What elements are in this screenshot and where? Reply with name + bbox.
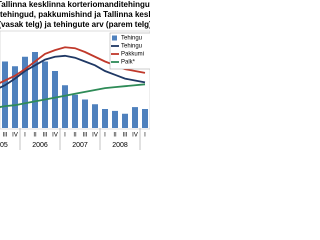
bar: [42, 61, 48, 128]
x-tick-label: I: [104, 133, 106, 139]
chart-title: Tallinna kesklinna korteriomanditehingut…: [0, 0, 150, 9]
chart-title: (vasak telg) ja tehingute arv (parem tel…: [0, 20, 150, 29]
chart-title: tehingud, pakkumishind ja Tallinna keskm…: [0, 10, 150, 19]
x-tick-label: III: [82, 133, 87, 139]
x-tick-label: IV: [52, 133, 58, 139]
plot-area: [0, 30, 150, 130]
x-tick-label: IV: [12, 133, 18, 139]
bar: [2, 61, 8, 128]
bar: [52, 71, 58, 128]
legend-label: Tehingu: [121, 36, 142, 42]
x-tick-label: I: [144, 133, 146, 139]
bar: [82, 99, 88, 128]
line-series: [0, 54, 146, 89]
line-series: [0, 83, 146, 109]
x-group-label: 2006: [32, 142, 48, 149]
chart: Tallinna kesklinna korteriomanditehingut…: [0, 0, 150, 150]
bar: [142, 109, 148, 128]
x-tick-label: III: [42, 133, 47, 139]
x-tick-label: IV: [92, 133, 98, 139]
legend-label: Palk*: [121, 60, 136, 66]
bar: [92, 104, 98, 128]
x-tick-label: I: [24, 133, 26, 139]
x-group-label: 2005: [0, 142, 8, 149]
x-tick-label: III: [122, 133, 127, 139]
x-group-label: 2007: [72, 142, 88, 149]
bar: [62, 85, 68, 128]
bar: [102, 109, 108, 128]
bar: [132, 107, 138, 128]
legend-swatch: [112, 35, 117, 41]
bar: [72, 94, 78, 128]
x-tick-label: III: [2, 133, 7, 139]
x-tick-label: IV: [132, 133, 138, 139]
legend-label: Tehingu: [121, 44, 142, 50]
bar: [22, 56, 28, 128]
x-tick-label: I: [64, 133, 66, 139]
x-group-label: 2008: [112, 142, 128, 149]
bar: [32, 52, 38, 128]
bar: [122, 113, 128, 128]
x-tick-label: II: [73, 133, 77, 139]
x-tick-label: II: [113, 133, 117, 139]
legend-label: Pakkumi: [121, 52, 144, 58]
x-tick-label: II: [33, 133, 37, 139]
bar: [12, 66, 18, 128]
bar: [112, 110, 118, 128]
